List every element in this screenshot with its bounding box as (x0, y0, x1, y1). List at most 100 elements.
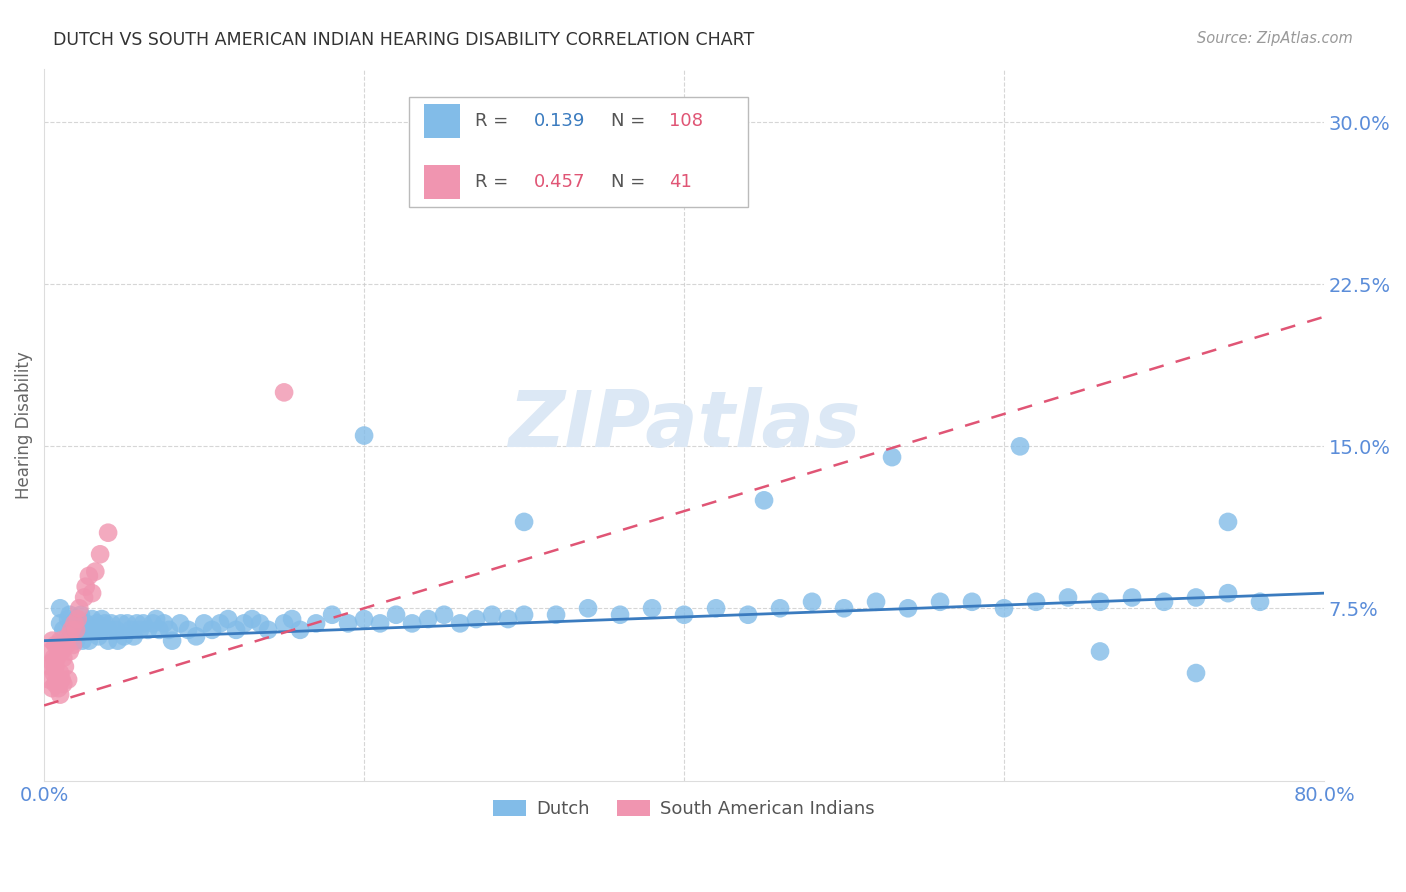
Point (704, 601, 727, 615)
Point (160, 633, 183, 648)
Point (82, 586, 104, 600)
Point (45, 651, 67, 665)
Point (49, 688, 72, 702)
Point (433, 607, 456, 622)
Point (148, 623, 170, 637)
Point (66, 612, 89, 626)
Text: N =: N = (612, 173, 645, 191)
Point (75, 580, 97, 594)
Point (801, 595, 824, 609)
Point (136, 623, 159, 637)
Point (609, 607, 631, 622)
Legend: Dutch, South American Indians: Dutch, South American Indians (486, 793, 882, 825)
Point (1088, 644, 1111, 658)
Point (84, 623, 107, 637)
Point (353, 428, 375, 442)
Point (59, 644, 82, 658)
Point (752, 493, 775, 508)
Point (273, 385, 295, 400)
Point (225, 623, 247, 637)
Point (117, 616, 139, 631)
Point (576, 601, 599, 615)
Point (63, 629, 86, 643)
Point (53, 659, 76, 673)
Text: Source: ZipAtlas.com: Source: ZipAtlas.com (1197, 31, 1353, 46)
Point (41, 633, 63, 648)
Text: ZIPatlas: ZIPatlas (508, 387, 860, 463)
Point (737, 607, 759, 622)
Point (832, 601, 855, 615)
Point (169, 616, 191, 631)
Point (993, 601, 1015, 615)
Point (76, 623, 98, 637)
Point (41, 655, 63, 669)
Point (86, 616, 108, 631)
Point (44, 659, 66, 673)
Point (82, 612, 104, 626)
Point (1025, 595, 1047, 609)
Point (257, 623, 280, 637)
Point (1121, 591, 1143, 605)
Point (465, 612, 488, 626)
Point (72, 633, 94, 648)
Point (481, 607, 503, 622)
Point (42, 651, 65, 665)
Point (281, 612, 304, 626)
Point (97, 633, 120, 648)
Point (55, 638, 77, 652)
FancyBboxPatch shape (425, 165, 460, 199)
Point (90, 612, 112, 626)
Point (56, 612, 79, 626)
Point (39, 659, 62, 673)
Point (769, 601, 792, 615)
Point (513, 607, 536, 622)
Point (89, 547, 111, 561)
Point (157, 623, 180, 637)
Text: 0.139: 0.139 (534, 112, 586, 130)
Point (87, 629, 110, 643)
Point (56, 633, 79, 648)
Point (51, 644, 73, 658)
Point (82, 623, 104, 637)
Point (1153, 595, 1175, 609)
Point (41, 681, 63, 695)
Point (368, 616, 391, 631)
Point (39, 644, 62, 658)
Point (48, 681, 70, 695)
Point (107, 633, 129, 648)
Point (52, 677, 75, 691)
Point (56, 673, 79, 687)
Point (60, 623, 83, 637)
Point (67, 601, 90, 615)
Point (52, 623, 75, 637)
Point (249, 616, 271, 631)
Point (184, 629, 207, 643)
Point (94, 616, 117, 631)
Point (1008, 439, 1031, 453)
Point (56, 629, 79, 643)
Point (1249, 595, 1271, 609)
Point (52, 651, 75, 665)
Point (1216, 515, 1239, 529)
Point (132, 616, 155, 631)
Point (337, 616, 360, 631)
Point (449, 616, 471, 631)
Point (1088, 595, 1111, 609)
Point (89, 623, 111, 637)
Point (240, 612, 263, 626)
Point (62, 638, 84, 652)
Point (38, 673, 60, 687)
Point (1216, 586, 1239, 600)
Point (77, 569, 100, 583)
Point (105, 623, 128, 637)
Point (273, 616, 295, 631)
Point (641, 601, 664, 615)
Point (209, 616, 232, 631)
Text: DUTCH VS SOUTH AMERICAN INDIAN HEARING DISABILITY CORRELATION CHART: DUTCH VS SOUTH AMERICAN INDIAN HEARING D… (53, 31, 755, 49)
Point (416, 612, 439, 626)
Text: 108: 108 (669, 112, 703, 130)
Text: 41: 41 (669, 173, 692, 191)
Text: R =: R = (475, 112, 509, 130)
Point (305, 616, 328, 631)
Point (125, 616, 148, 631)
